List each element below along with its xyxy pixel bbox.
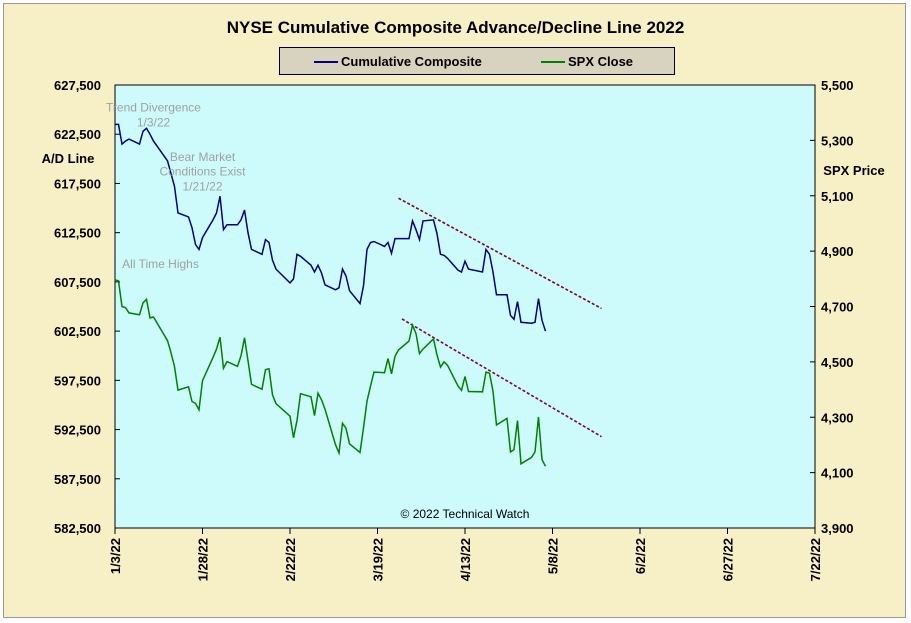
annotation-label: 1/3/22 [137, 115, 171, 129]
y-left-tick-label: 607,500 [54, 275, 101, 290]
annotation-label: Bear Market [170, 150, 236, 164]
annotation-label: Trend Divergence [106, 101, 201, 115]
y-left-tick-label: 582,500 [54, 521, 101, 536]
y-right-tick-label: 5,300 [821, 133, 854, 148]
series-line-spx-close [114, 279, 547, 467]
x-tick-label: 1/28/22 [196, 538, 211, 581]
y-right-tick-label: 4,300 [821, 410, 854, 425]
legend-swatch-spx [541, 61, 565, 63]
y-right-tick-label: 4,900 [821, 244, 854, 259]
copyright-note: © 2022 Technical Watch [401, 507, 530, 521]
annotation-label: All Time Highs [122, 257, 199, 271]
y-left-tick-label: 612,500 [54, 226, 101, 241]
x-tick-label: 1/3/22 [108, 538, 123, 574]
legend-label-spx: SPX Close [568, 54, 634, 69]
x-tick-label: 5/8/22 [546, 538, 561, 574]
x-tick-label: 3/19/22 [371, 538, 386, 581]
legend-label-composite: Cumulative Composite [341, 54, 482, 69]
series-line-cumulative-composite [115, 123, 547, 332]
y-right-axis-title: SPX Price [823, 163, 884, 178]
y-left-tick-label: 627,500 [54, 78, 101, 93]
annotation-label: 1/21/22 [182, 179, 222, 193]
trendline-2 [401, 318, 602, 438]
y-right-tick-label: 4,100 [821, 466, 854, 481]
y-left-tick-label: 597,500 [54, 373, 101, 388]
y-left-tick-label: 617,500 [54, 176, 101, 191]
y-left-tick-label: 602,500 [54, 324, 101, 339]
chart-legend: Cumulative Composite SPX Close [279, 47, 675, 75]
y-left-tick-label: 622,500 [54, 127, 101, 142]
y-left-tick-label: 592,500 [54, 423, 101, 438]
x-tick-label: 2/22/22 [283, 538, 298, 581]
chart-title: NYSE Cumulative Composite Advance/Declin… [226, 18, 685, 37]
annotation-label: Conditions Exist [159, 165, 246, 179]
legend-swatch-composite [314, 61, 338, 63]
y-right-tick-label: 4,700 [821, 300, 854, 315]
trendline-1 [398, 197, 602, 310]
y-right-tick-label: 3,900 [821, 521, 854, 536]
y-left-tick-label: 587,500 [54, 472, 101, 487]
x-tick-label: 4/13/22 [458, 538, 473, 581]
y-left-axis-title: A/D Line [42, 151, 95, 166]
x-tick-label: 6/2/22 [633, 538, 648, 574]
plot-area [114, 84, 816, 529]
y-right-tick-label: 5,500 [821, 78, 854, 93]
x-tick-label: 7/22/22 [808, 538, 823, 581]
y-right-tick-label: 4,500 [821, 355, 854, 370]
x-tick-label: 6/27/22 [721, 538, 736, 581]
y-right-tick-label: 5,100 [821, 189, 854, 204]
